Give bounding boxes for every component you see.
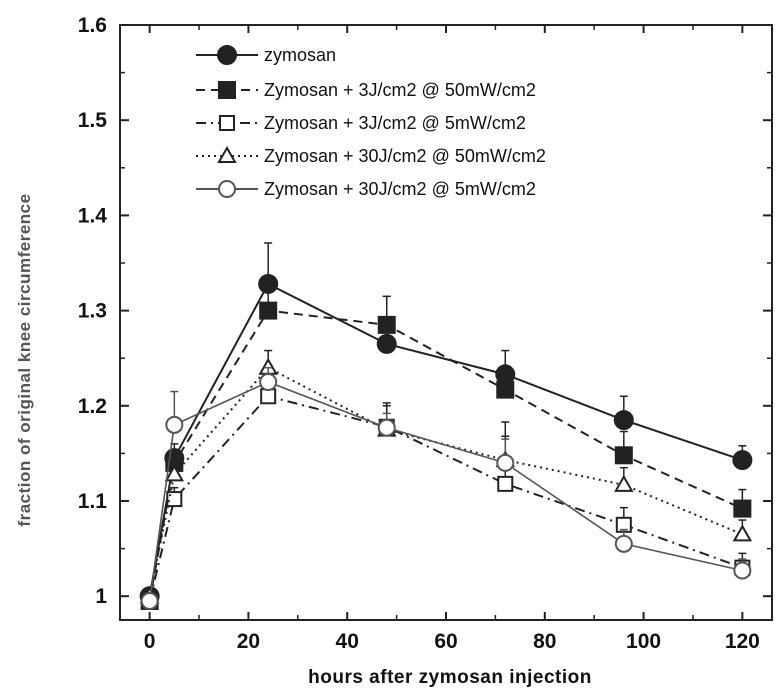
data-point (164, 464, 185, 482)
y-tick-label: 1.4 (78, 204, 108, 227)
data-point (614, 446, 633, 465)
x-tick-label: 80 (533, 630, 556, 653)
y-tick-label: 1.6 (78, 14, 107, 37)
x-axis-label: hours after zymosan injection (308, 667, 592, 688)
legend-label: Zymosan + 3J/cm2 @ 50mW/cm2 (264, 80, 536, 100)
x-tick-label: 120 (725, 630, 760, 653)
data-point (259, 373, 278, 391)
data-point (496, 380, 515, 399)
series-3 (141, 376, 751, 609)
legend-item: Zymosan + 30J/cm2 @ 50mW/cm2 (196, 145, 546, 166)
y-tick-label: 1.1 (78, 490, 108, 513)
axis-ticks (120, 24, 772, 620)
legend: zymosan Zymosan + 3J/cm2 @ 50mW/cm2 Zymosa… (196, 45, 546, 199)
y-tick-label: 1.2 (78, 395, 107, 418)
data-point (260, 388, 277, 405)
series-line (148, 381, 743, 602)
data-point (614, 534, 633, 553)
data-point (733, 561, 752, 580)
legend-marker (218, 180, 236, 198)
data-point (377, 315, 396, 334)
series-5 (140, 366, 752, 610)
series-1 (139, 242, 753, 607)
legend-item: Zymosan + 3J/cm2 @ 5mW/cm2 (196, 113, 526, 133)
series-4 (139, 349, 753, 604)
data-point (376, 333, 397, 354)
data-point (733, 499, 752, 518)
data-point (614, 474, 634, 492)
legend-marker (219, 115, 235, 131)
data-point (496, 453, 515, 472)
data-point (732, 450, 753, 471)
data-point (377, 418, 396, 437)
data-point (732, 524, 753, 542)
x-tick-label: 100 (626, 630, 661, 653)
y-tick-labels: 1 1.1 1.2 1.3 1.4 1.5 1.6 (78, 14, 108, 608)
legend-marker (217, 145, 237, 163)
legend-label: zymosan (264, 45, 336, 65)
x-tick-labels: 0 20 40 60 80 100 120 (144, 630, 760, 653)
legend-marker (218, 81, 236, 99)
data-point (165, 415, 184, 434)
series-line (148, 282, 743, 597)
x-tick-label: 60 (434, 630, 457, 653)
data-point (140, 591, 159, 610)
legend-item: zymosan (196, 45, 336, 65)
legend-label: Zymosan + 3J/cm2 @ 5mW/cm2 (264, 113, 526, 133)
series-line (148, 395, 743, 602)
data-point (259, 301, 278, 320)
x-tick-label: 0 (144, 630, 156, 653)
x-tick-label: 20 (237, 630, 260, 653)
y-axis-label: fraction of original knee circumference (15, 193, 34, 526)
y-tick-label: 1.5 (78, 109, 108, 132)
data-point (613, 410, 634, 431)
series-line (148, 309, 743, 602)
y-tick-label: 1.3 (78, 300, 107, 323)
legend-label: Zymosan + 30J/cm2 @ 5mW/cm2 (264, 179, 536, 199)
x-tick-label: 40 (336, 630, 359, 653)
legend-label: Zymosan + 30J/cm2 @ 50mW/cm2 (264, 146, 546, 166)
legend-marker (217, 45, 237, 65)
legend-item: Zymosan + 30J/cm2 @ 5mW/cm2 (196, 179, 536, 199)
y-tick-label: 1 (95, 585, 107, 608)
series-group (139, 242, 753, 610)
series-line (148, 366, 743, 597)
legend-item: Zymosan + 3J/cm2 @ 50mW/cm2 (196, 80, 536, 100)
data-point (497, 475, 514, 492)
